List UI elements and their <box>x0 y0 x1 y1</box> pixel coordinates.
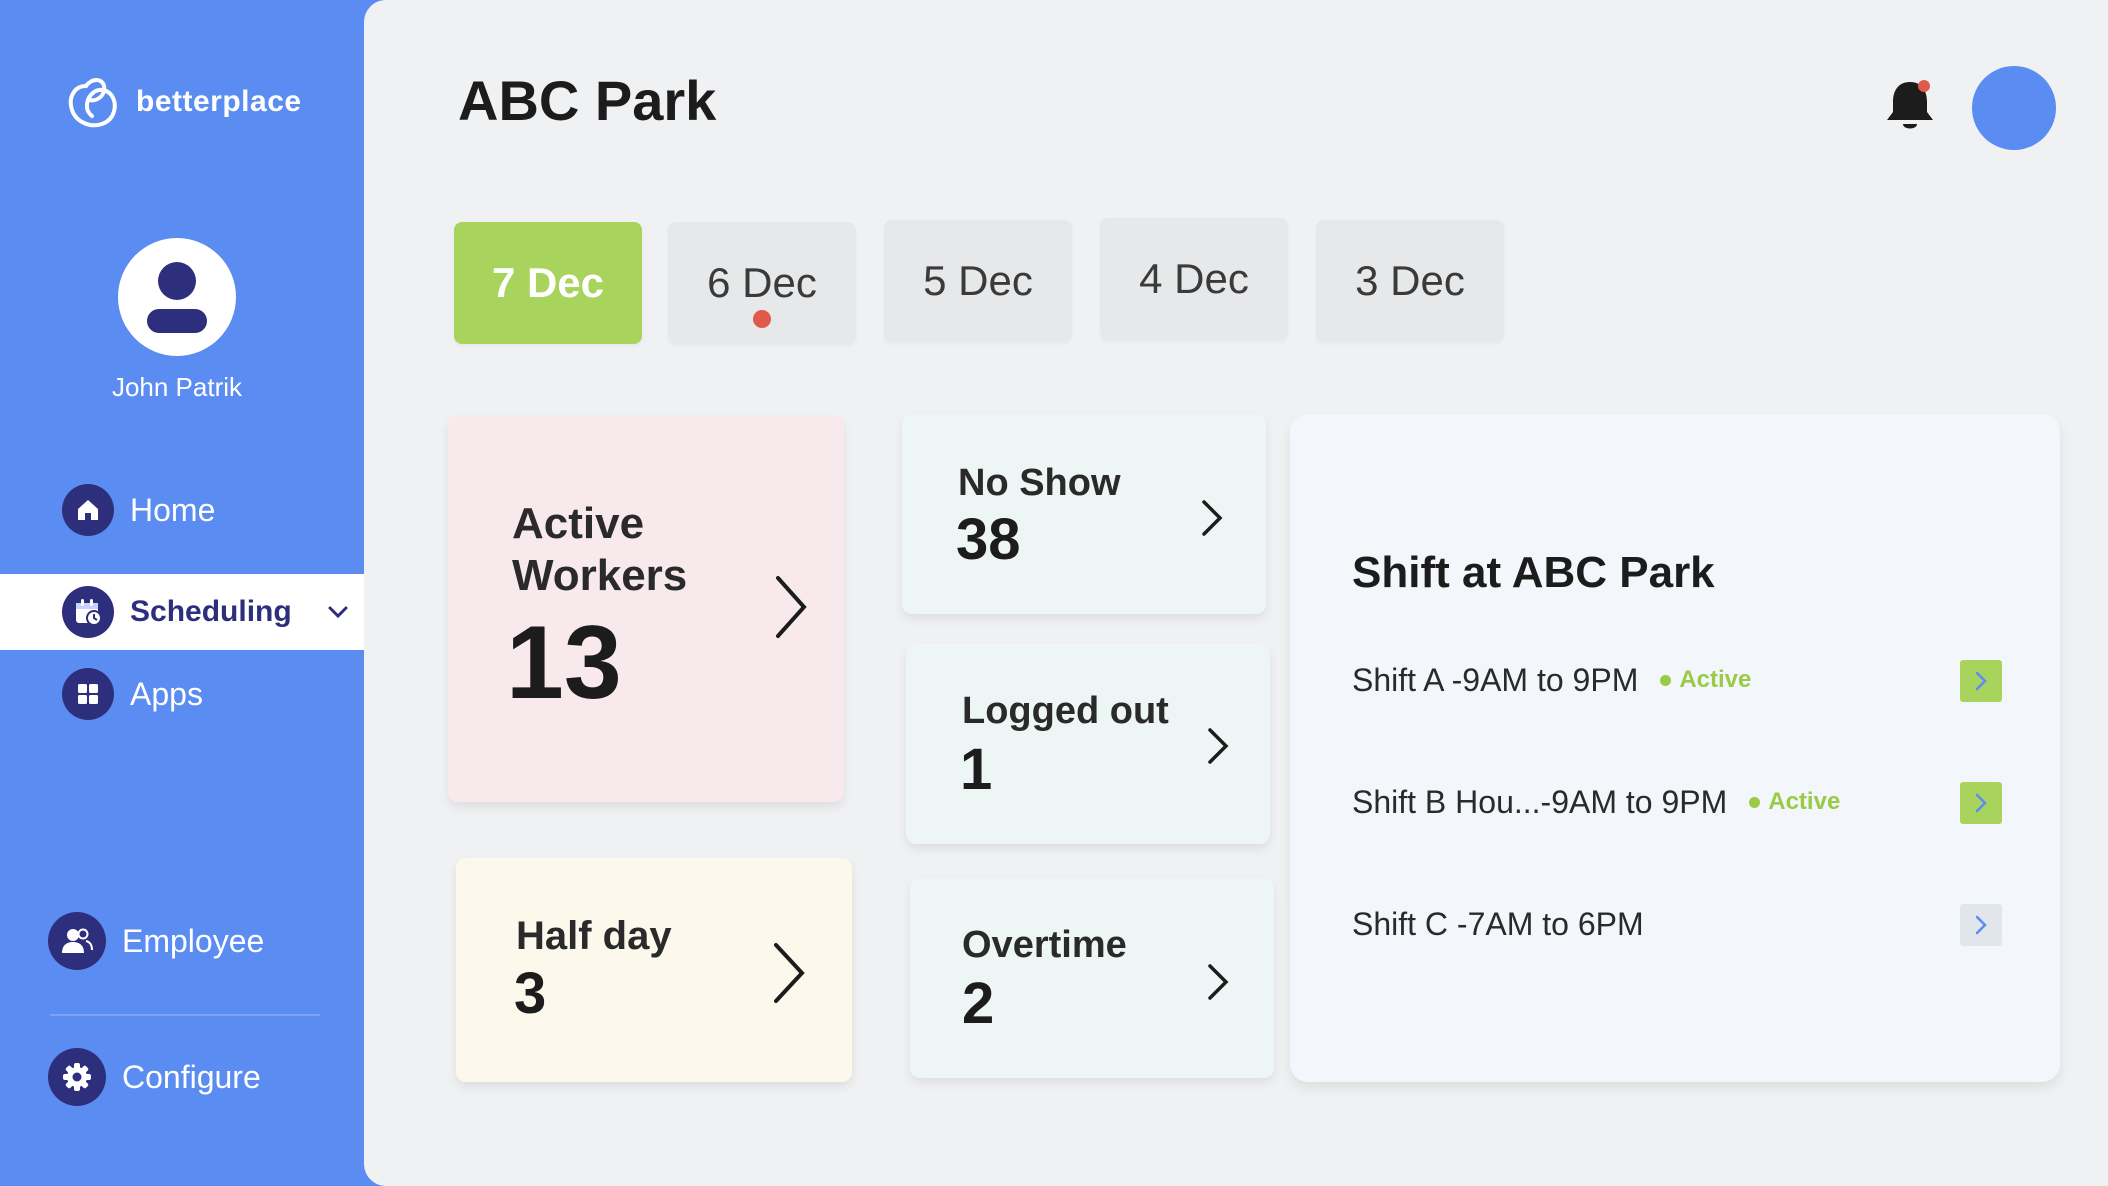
home-icon <box>62 484 114 536</box>
chevron-right-icon <box>1208 728 1229 764</box>
shift-label: Shift B Hou...-9AM to 9PM <box>1352 783 1728 820</box>
chevron-down-icon[interactable] <box>324 598 352 626</box>
chevron-right-icon <box>1975 915 1987 935</box>
date-tab-6-dec[interactable]: 6 Dec <box>668 222 856 344</box>
card-value: 2 <box>962 971 995 1036</box>
status-badge: Active <box>1749 788 1840 816</box>
sidebar-item-configure[interactable]: Configure <box>0 1048 368 1106</box>
shift-open-button[interactable] <box>1960 904 2002 946</box>
chevron-right-icon <box>774 943 805 1003</box>
grid-icon <box>62 668 114 720</box>
alert-dot <box>753 310 771 328</box>
user-icon <box>147 262 207 333</box>
card-value: 13 <box>506 605 622 721</box>
shift-row-b[interactable]: Shift B Hou...-9AM to 9PM Active <box>1352 780 2002 824</box>
card-value: 1 <box>960 737 993 802</box>
sidebar-divider <box>50 1014 320 1016</box>
logged-out-card[interactable]: Logged out 1 <box>906 644 1270 844</box>
sidebar-item-label: Home <box>130 491 216 528</box>
profile-avatar[interactable] <box>118 238 236 356</box>
sidebar-item-employee[interactable]: Employee <box>0 912 368 970</box>
overtime-card[interactable]: Overtime 2 <box>910 878 1274 1078</box>
shift-row-a[interactable]: Shift A -9AM to 9PM Active <box>1352 658 2002 702</box>
date-tab-4-dec[interactable]: 4 Dec <box>1100 218 1288 340</box>
date-tab-label: 5 Dec <box>923 257 1033 304</box>
date-tab-label: 4 Dec <box>1139 255 1249 302</box>
sidebar-item-apps[interactable]: Apps <box>0 668 368 720</box>
main-content: ABC Park 7 Dec 6 Dec 5 Dec 4 Dec 3 Dec A… <box>364 0 2108 1186</box>
half-day-card[interactable]: Half day 3 <box>456 858 852 1082</box>
profile-name: John Patrik <box>111 372 243 402</box>
shift-open-button[interactable] <box>1960 782 2002 824</box>
header-avatar[interactable] <box>1972 66 2056 150</box>
calendar-icon <box>62 586 114 638</box>
sidebar-item-label: Configure <box>122 1058 261 1095</box>
shift-panel-title: Shift at ABC Park <box>1352 548 1715 597</box>
sidebar-item-label: Employee <box>122 922 265 959</box>
sidebar-item-home[interactable]: Home <box>0 484 368 536</box>
card-title: Active Workers <box>512 499 688 600</box>
people-icon <box>48 912 106 970</box>
date-tab-3-dec[interactable]: 3 Dec <box>1316 220 1504 342</box>
date-tab-7-dec[interactable]: 7 Dec <box>454 222 642 344</box>
sidebar-item-label: Apps <box>130 675 203 712</box>
shift-panel: Shift at ABC Park Shift A -9AM to 9PM Ac… <box>1290 414 2060 1082</box>
chevron-right-icon <box>1975 793 1987 813</box>
card-title: Overtime <box>962 924 1127 966</box>
bell-icon[interactable] <box>1882 74 1938 136</box>
gear-icon <box>48 1048 106 1106</box>
chevron-right-icon <box>1208 964 1229 1000</box>
chevron-right-icon <box>1975 671 1987 691</box>
active-workers-card[interactable]: Active Workers 13 <box>448 416 844 802</box>
date-tab-label: 6 Dec <box>707 259 817 306</box>
brand-name: betterplace <box>136 85 302 118</box>
chevron-right-icon <box>776 576 807 638</box>
sidebar-item-scheduling[interactable]: Scheduling <box>0 574 368 650</box>
date-tab-label: 3 Dec <box>1355 257 1465 304</box>
card-title: Half day <box>516 914 672 958</box>
date-tab-5-dec[interactable]: 5 Dec <box>884 220 1072 342</box>
shift-label: Shift C -7AM to 6PM <box>1352 905 1644 942</box>
card-title: Logged out <box>962 690 1169 732</box>
shift-label: Shift A -9AM to 9PM <box>1352 661 1639 698</box>
card-value: 38 <box>956 507 1021 572</box>
page-title: ABC Park <box>458 69 717 132</box>
no-show-card[interactable]: No Show 38 <box>902 414 1266 614</box>
status-badge: Active <box>1660 666 1751 694</box>
card-value: 3 <box>514 961 547 1026</box>
brand-logo[interactable]: betterplace <box>64 72 302 132</box>
shift-open-button[interactable] <box>1960 660 2002 702</box>
shift-row-c[interactable]: Shift C -7AM to 6PM <box>1352 902 2002 946</box>
brand-logo-icon <box>68 78 117 128</box>
sidebar-item-label: Scheduling <box>130 595 292 628</box>
user-profile: John Patrik <box>0 238 354 403</box>
chevron-right-icon <box>1202 500 1223 536</box>
card-title: No Show <box>958 462 1121 504</box>
date-tab-label: 7 Dec <box>491 259 605 306</box>
sidebar: betterplace John Patrik Home <box>0 0 368 1186</box>
